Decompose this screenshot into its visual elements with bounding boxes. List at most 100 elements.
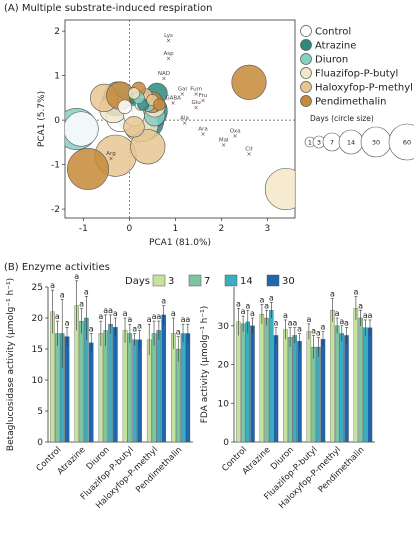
data-circle (265, 168, 306, 209)
legend-label: Diuron (315, 55, 348, 66)
significance-letter: a (113, 309, 118, 318)
x-tick-label: 0 (127, 224, 133, 234)
bar (176, 349, 180, 442)
days-legend-swatch (225, 275, 237, 286)
bar (186, 334, 190, 443)
y-tick-label: 1 (54, 72, 60, 82)
bar (359, 318, 363, 442)
significance-letter: a (321, 323, 326, 332)
bar (89, 343, 93, 442)
data-circle (124, 116, 145, 137)
significance-letter: a (250, 309, 255, 318)
size-legend-label: 60 (403, 139, 411, 147)
bar (99, 334, 103, 443)
significance-letter: a (330, 290, 335, 299)
significance-letter: a (344, 319, 349, 328)
bar (283, 330, 287, 442)
legend-swatch (301, 82, 312, 93)
bar (157, 330, 161, 442)
days-legend-swatch (267, 275, 279, 286)
bar (108, 324, 112, 442)
bar (171, 334, 175, 443)
bar (137, 340, 141, 442)
y-tick-label: 15 (32, 345, 43, 355)
panel-a-heading: (A) Multiple substrate-induced respirati… (4, 3, 212, 14)
bar (368, 328, 372, 442)
bar (335, 326, 339, 442)
data-circle (128, 88, 140, 100)
y-tick-label: 0 (37, 438, 43, 448)
days-legend-swatch (189, 275, 201, 286)
y-tick-label: 0 (223, 438, 229, 448)
bar (241, 324, 245, 442)
y-axis-title: Betaglucosidase activity (μmolg⁻¹ h⁻¹) (6, 278, 16, 451)
y-axis-title: FDA activity (μmolg⁻¹ h⁻¹) (200, 306, 210, 424)
substrate-label: Lys (164, 33, 173, 39)
significance-letter: a (274, 319, 279, 328)
size-legend-label: 1 (308, 139, 312, 147)
legend-swatch (301, 54, 312, 65)
days-legend-swatch (153, 275, 165, 286)
legend-label: Pendimethalin (315, 97, 386, 108)
data-circle (118, 100, 132, 114)
y-axis-title: PCA1 (5.7%) (37, 91, 47, 147)
bar (79, 321, 83, 442)
substrate-label: Oxa (230, 129, 241, 135)
bar (162, 315, 166, 442)
data-circle (232, 65, 267, 100)
significance-letter: a (127, 315, 132, 324)
bar (113, 327, 117, 442)
significance-letter: a (358, 301, 363, 310)
bar (274, 335, 278, 442)
y-tick-label: 30 (218, 322, 230, 332)
significance-letter: a (306, 315, 311, 324)
bar (181, 334, 185, 443)
bar (293, 335, 297, 442)
bar (236, 322, 240, 442)
substrate-label: Cit (245, 146, 253, 152)
significance-letter: a (297, 325, 302, 334)
substrate-label: Ala (180, 115, 189, 121)
days-legend-label: 30 (282, 276, 295, 287)
significance-letter: a (65, 318, 70, 327)
days-legend-label: 3 (168, 276, 174, 287)
pca-legend: ControlAtrazineDiuronFluazifop-P-butylHa… (301, 26, 414, 161)
y-tick-label: 10 (218, 399, 230, 409)
y-tick-label: 0 (54, 116, 60, 126)
bar (307, 332, 311, 442)
significance-letter: a (171, 309, 176, 318)
substrate-label: Ara (198, 126, 207, 132)
substrate-label: Asp (163, 51, 174, 57)
legend-swatch (301, 68, 312, 79)
data-circle (67, 148, 108, 189)
significance-letter: a (60, 290, 65, 299)
days-legend-label: 14 (240, 276, 253, 287)
significance-letter: a (79, 300, 84, 309)
bar (297, 341, 301, 442)
significance-letter: a (74, 272, 79, 281)
bar (55, 334, 59, 443)
x-tick-label: -1 (79, 224, 88, 234)
bar (246, 322, 250, 442)
legend-swatch (301, 40, 312, 51)
days-legend-label: 7 (204, 276, 210, 287)
bar (133, 340, 137, 442)
bar (269, 310, 273, 442)
significance-letter: a (176, 328, 181, 337)
bar (340, 334, 344, 443)
bar (330, 310, 334, 442)
panel-b-heading: (B) Enzyme activities (4, 262, 110, 273)
y-tick-label: 2 (54, 27, 60, 37)
bar (316, 347, 320, 442)
significance-letter: a (137, 321, 142, 330)
substrate-label: Fru (199, 93, 208, 99)
legend-label: Fluazifop-P-butyl (315, 69, 398, 80)
significance-letter: a (89, 325, 94, 334)
substrate-label: Glu (191, 100, 200, 106)
size-legend-label: 3 (317, 139, 321, 147)
significance-letter: a (84, 287, 89, 296)
